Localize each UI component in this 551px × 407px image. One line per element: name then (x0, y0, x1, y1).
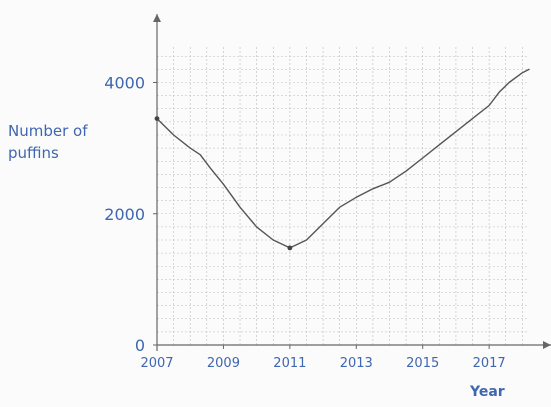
data-point (287, 245, 293, 251)
x-tick-label: 2013 (340, 356, 373, 371)
y-tick-label: 0 (135, 336, 145, 355)
x-tick-label: 2007 (140, 356, 173, 371)
data-point (154, 116, 160, 121)
grid (156, 45, 529, 345)
y-axis-arrow (153, 14, 161, 22)
x-tick-label: 2011 (273, 356, 306, 371)
series-line (156, 68, 530, 249)
series (154, 68, 530, 251)
x-tick-label: 2015 (406, 356, 439, 371)
x-axis-arrow (543, 341, 551, 349)
axes (153, 14, 551, 351)
tick-labels: 2007 2009 2011 2013 2015 2017 0 2000 4000 (104, 74, 505, 372)
y-tick-label: 2000 (104, 205, 145, 224)
x-tick-label: 2009 (207, 356, 240, 371)
x-tick-label: 2017 (473, 356, 506, 371)
y-tick-label: 4000 (104, 74, 145, 93)
y-axis-title: Number of puffins (8, 122, 88, 162)
x-axis-title: Year (470, 384, 505, 400)
